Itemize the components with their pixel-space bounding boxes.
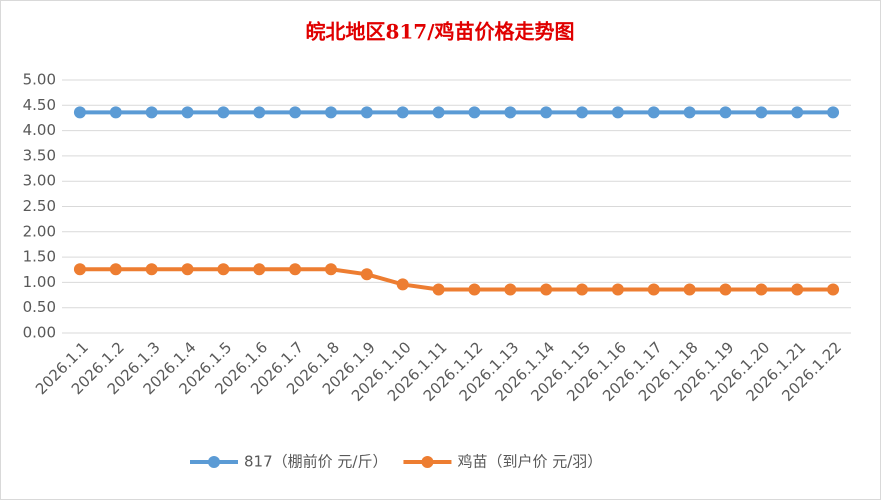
y-tick-label: 0.50 — [23, 298, 56, 316]
point — [683, 283, 696, 296]
point — [432, 283, 445, 296]
y-tick-label: 1.00 — [23, 273, 56, 291]
y-tick-label: 4.50 — [23, 96, 56, 114]
point — [324, 106, 337, 119]
point — [719, 106, 732, 119]
point — [109, 263, 122, 276]
point — [145, 263, 158, 276]
point — [827, 106, 840, 119]
y-tick-label: 2.50 — [23, 197, 56, 215]
point — [253, 106, 266, 119]
point — [683, 106, 696, 119]
point — [396, 106, 409, 119]
point — [181, 263, 194, 276]
series-line — [79, 267, 834, 292]
point — [324, 263, 337, 276]
legend-marker — [421, 456, 434, 468]
point — [611, 106, 624, 119]
point — [719, 283, 732, 296]
y-tick-label: 3.50 — [23, 146, 56, 164]
point — [647, 106, 660, 119]
point — [109, 106, 122, 119]
point — [504, 283, 517, 296]
y-tick-label: 2.00 — [23, 222, 56, 240]
chart-title: 皖北地区817/鸡苗价格走势图 — [305, 20, 574, 44]
point — [755, 283, 768, 296]
y-tick-label: 0.00 — [23, 324, 56, 342]
point — [217, 106, 230, 119]
point — [468, 106, 481, 119]
point — [360, 106, 373, 119]
legend-marker — [208, 456, 220, 468]
point — [791, 106, 804, 119]
y-tick-label: 4.00 — [23, 121, 56, 139]
point — [576, 283, 589, 296]
point — [432, 106, 445, 119]
legend-label: 817（棚前价 元/斤） — [244, 453, 387, 471]
point — [289, 106, 302, 119]
point — [611, 283, 624, 296]
y-tick-label: 3.00 — [23, 172, 56, 190]
point — [73, 106, 86, 119]
point — [755, 106, 768, 119]
point — [145, 106, 158, 119]
point — [181, 106, 194, 119]
point — [827, 283, 840, 296]
point — [504, 106, 517, 119]
point — [540, 283, 553, 296]
point — [73, 263, 86, 276]
point — [253, 263, 266, 276]
point — [468, 283, 481, 296]
y-tick-label: 1.50 — [23, 248, 56, 266]
point — [791, 283, 804, 296]
point — [289, 263, 302, 276]
point — [360, 268, 373, 281]
point — [576, 106, 589, 119]
y-tick-label: 5.00 — [23, 71, 56, 89]
point — [396, 278, 409, 291]
legend-label: 鸡苗（到户价 元/羽） — [457, 453, 602, 471]
point — [647, 283, 660, 296]
point — [217, 263, 230, 276]
point — [540, 106, 553, 119]
